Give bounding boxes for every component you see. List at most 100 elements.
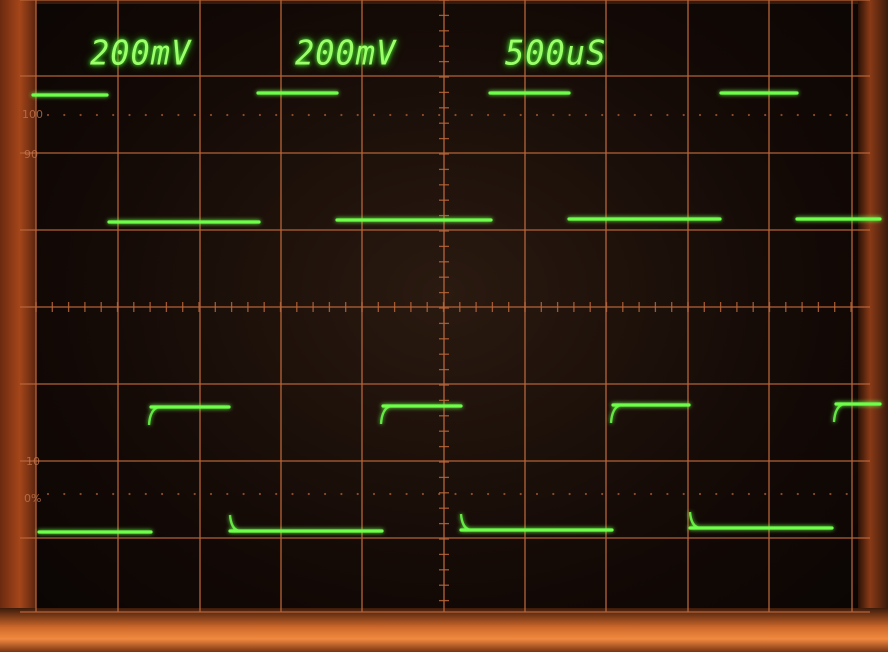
graticule-dot [454, 113, 457, 117]
graticule-dot [845, 113, 848, 117]
graticule-dot [584, 492, 588, 496]
graticule-dot [747, 113, 751, 117]
graticule-dot [79, 492, 82, 496]
bezel-left [0, 0, 36, 652]
graticule-label-0-percent: 0% [24, 492, 42, 505]
graticule-dot [535, 113, 539, 117]
graticule-dot [372, 492, 376, 496]
graticule-dot [79, 113, 82, 117]
graticule-dot [780, 492, 783, 496]
graticule-dotted-lines [46, 113, 848, 496]
graticule-dot [63, 492, 66, 496]
graticule-dot [275, 492, 278, 496]
graticule-dot [519, 492, 522, 496]
trace-lower-square-wave [37, 402, 882, 534]
trace-rise-edge [609, 403, 622, 424]
graticule-dot [747, 492, 751, 496]
trace-fall-edge [688, 511, 700, 530]
graticule-dot [666, 113, 669, 117]
graticule-dot [633, 492, 636, 496]
graticule-dot [389, 492, 392, 496]
graticule-dot [405, 113, 408, 117]
graticule-grid [20, 0, 870, 613]
graticule-dot [682, 113, 685, 117]
graticule-dot [95, 113, 98, 117]
graticule-label-10: 10 [26, 455, 40, 468]
graticule-dot [796, 492, 799, 496]
bezel-right [858, 0, 888, 652]
graticule-dot [780, 113, 783, 117]
graticule-dot [731, 492, 734, 496]
graticule-dot [46, 113, 50, 117]
graticule-dot [796, 113, 799, 117]
graticule-dot [226, 113, 229, 117]
channel-1-volts-per-div: 200mV [90, 33, 192, 73]
graticule-dot [764, 492, 767, 496]
graticule-dot [421, 113, 424, 117]
graticule-dot [845, 492, 848, 496]
timebase-readout: 500uS [505, 33, 607, 73]
graticule-dot [438, 113, 441, 117]
graticule-dot [193, 113, 196, 117]
graticule-dot [161, 113, 164, 117]
graticule-dot [617, 113, 620, 117]
graticule-dot [144, 492, 147, 496]
graticule-dot [601, 492, 604, 496]
graticule-dot [584, 113, 588, 117]
graticule-dot [356, 492, 359, 496]
graticule-dot [405, 492, 408, 496]
graticule-dot [258, 113, 261, 117]
graticule-dot [63, 113, 66, 117]
graticule-dot [307, 113, 310, 117]
graticule-dot [715, 492, 718, 496]
graticule-dot [438, 492, 441, 496]
graticule-dot [487, 492, 490, 496]
graticule-dot [813, 113, 816, 117]
graticule-dot [503, 113, 506, 117]
graticule-dot [389, 113, 392, 117]
trace-fall-edge [459, 513, 471, 532]
graticule-dot [242, 113, 245, 117]
graticule-dot [242, 492, 245, 496]
graticule-dot [829, 492, 832, 496]
graticule-dot [356, 113, 359, 117]
graticule-dot [209, 492, 213, 496]
graticule-dot [552, 113, 555, 117]
graticule-dot [291, 113, 294, 117]
graticule-dot [177, 492, 180, 496]
graticule-dot [764, 113, 767, 117]
graticule-dot [650, 492, 653, 496]
graticule-dot [470, 113, 473, 117]
graticule-dot [454, 492, 457, 496]
trace-upper-square-wave [31, 91, 882, 224]
graticule-dot [226, 492, 229, 496]
graticule-label-100: 100 [22, 108, 43, 121]
graticule-dot [568, 492, 571, 496]
graticule-dot [112, 492, 115, 496]
graticule-dot [112, 113, 115, 117]
graticule-dot [552, 492, 555, 496]
graticule-dot [275, 113, 278, 117]
trace-rise-edge [832, 402, 845, 423]
graticule-dot [715, 113, 718, 117]
graticule-dot [601, 113, 604, 117]
graticule-dot [340, 113, 343, 117]
graticule-dot [698, 492, 702, 496]
graticule-dot [128, 492, 131, 496]
trace-rise-edge [147, 405, 160, 426]
graticule-dot [666, 492, 669, 496]
graticule-dot [324, 113, 327, 117]
graticule-dot [617, 492, 620, 496]
graticule-dot [144, 113, 147, 117]
graticule-dot [503, 492, 506, 496]
graticule-dot [829, 113, 832, 117]
graticule-dot [519, 113, 522, 117]
graticule-dot [177, 113, 180, 117]
graticule-dot [731, 113, 734, 117]
graticule-dot [470, 492, 473, 496]
trace-rise-edge [379, 404, 392, 425]
graticule-dot [698, 113, 702, 117]
graticule-dot [568, 113, 571, 117]
bezel-bottom [0, 608, 888, 652]
